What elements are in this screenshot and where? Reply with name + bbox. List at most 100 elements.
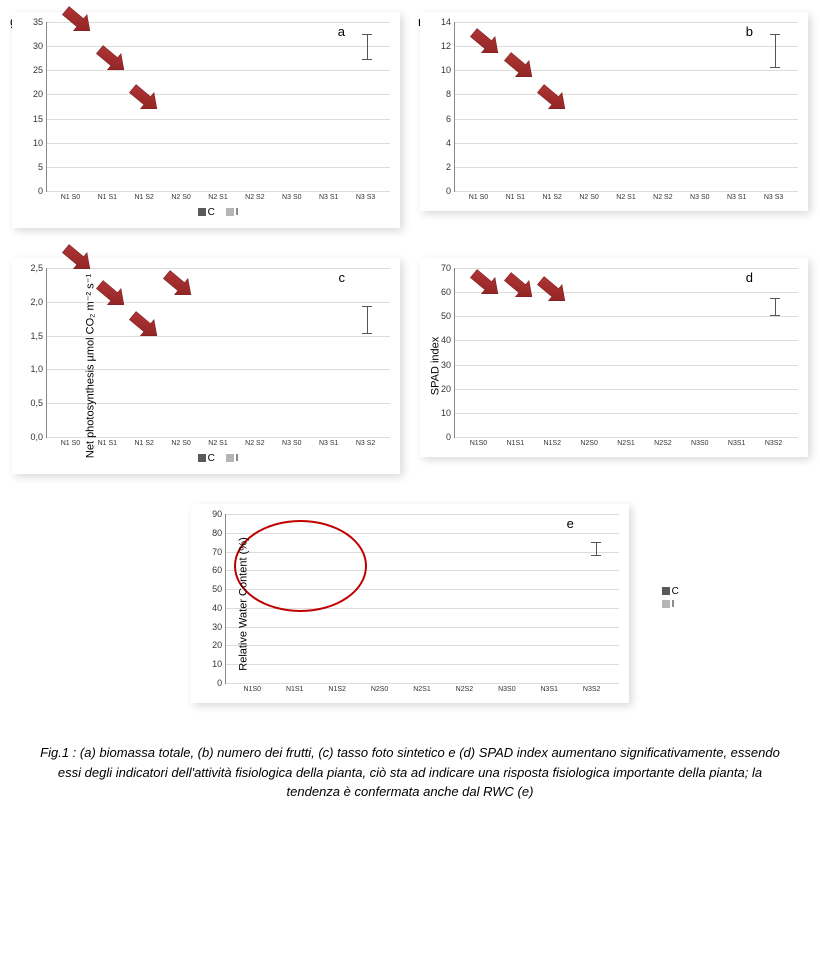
y-axis-title: Relative Water Content (%) (238, 537, 250, 670)
x-label: N2S2 (644, 440, 681, 447)
y-tick: 90 (212, 509, 226, 519)
x-label: N2S0 (571, 440, 608, 447)
y-tick: 14 (441, 17, 455, 27)
x-label: N1 S2 (534, 194, 571, 201)
x-label: N1S2 (316, 686, 358, 693)
x-axis-labels: N1S0N1S1N1S2N2S0N2S1N2S2N3S0N3S1N3S2 (225, 686, 619, 693)
x-axis-labels: N1 S0N1 S1N1 S2N2 S0N2 S1N2 S2N3 S0N3 S1… (454, 194, 798, 201)
x-label: N2 S1 (608, 194, 645, 201)
error-bar (591, 542, 601, 556)
chart-panel-d: d010203040506070 (420, 258, 808, 474)
error-bar (362, 34, 372, 60)
y-tick: 2,0 (30, 297, 47, 307)
y-tick: 60 (212, 565, 226, 575)
legend-item-i: I (662, 599, 679, 610)
x-label: N2 S2 (236, 440, 273, 447)
x-label: N2S1 (401, 686, 443, 693)
y-tick: 6 (446, 114, 455, 124)
figure-caption: Fig.1 : (a) biomassa totale, (b) numero … (12, 743, 808, 802)
y-tick: 30 (441, 360, 455, 370)
bottom-row: e0102030405060708090 (12, 504, 808, 703)
x-label: N1S0 (231, 686, 273, 693)
x-label: N2 S0 (571, 194, 608, 201)
y-tick: 4 (446, 138, 455, 148)
y-tick: 70 (212, 547, 226, 557)
y-tick: 15 (33, 114, 47, 124)
x-label: N2 S1 (200, 440, 237, 447)
chart-panel-c: c0,00,51,01,52,02,5 (12, 258, 400, 474)
plot-area: 05101520253035 (46, 22, 390, 192)
chart-box: c0,00,51,01,52,02,5 (12, 258, 400, 474)
x-label: N1 S1 (89, 194, 126, 201)
x-label: N2 S0 (163, 440, 200, 447)
x-label: N1S1 (497, 440, 534, 447)
error-bar (770, 298, 780, 316)
x-label: N2S0 (358, 686, 400, 693)
y-tick: 40 (212, 603, 226, 613)
y-tick: 20 (33, 89, 47, 99)
x-axis-labels: N1 S0N1 S1N1 S2N2 S0N2 S1N2 S2N3 S0N3 S1… (46, 194, 390, 201)
y-tick: 30 (33, 41, 47, 51)
y-tick: 1,0 (30, 364, 47, 374)
legend-item-c: C (198, 453, 215, 464)
y-tick: 0 (446, 432, 455, 442)
x-label: N3 S2 (347, 440, 384, 447)
plot-area: 0102030405060708090 (225, 514, 619, 684)
y-tick: 0 (217, 678, 226, 688)
y-tick: 8 (446, 89, 455, 99)
y-axis-title: Net photosynthesis µmol CO₂ m⁻² s⁻¹ (84, 274, 97, 458)
x-label: N3 S3 (347, 194, 384, 201)
x-label: N3S0 (681, 440, 718, 447)
x-axis-labels: N1S0N1S1N1S2N2S0N2S1N2S2N3S0N3S1N3S2 (454, 440, 798, 447)
y-tick: 50 (212, 584, 226, 594)
y-tick: 1,5 (30, 331, 47, 341)
x-label: N3 S0 (273, 194, 310, 201)
x-label: N3S2 (755, 440, 792, 447)
y-tick: 35 (33, 17, 47, 27)
x-label: N3S1 (528, 686, 570, 693)
x-label: N1S1 (274, 686, 316, 693)
x-axis-labels: N1 S0N1 S1N1 S2N2 S0N2 S1N2 S2N3 S0N3 S1… (46, 440, 390, 447)
bars (232, 514, 613, 683)
x-label: N1 S0 (460, 194, 497, 201)
y-tick: 10 (212, 659, 226, 669)
chart-box: e0102030405060708090 (191, 504, 629, 703)
y-tick: 5 (38, 162, 47, 172)
bars (461, 22, 792, 191)
y-tick: 12 (441, 41, 455, 51)
bars (461, 268, 792, 437)
x-label: N2 S1 (200, 194, 237, 201)
legend: C I (46, 207, 390, 218)
y-tick: 40 (441, 335, 455, 345)
legend-item-i: I (226, 207, 239, 218)
chart-box: d010203040506070 (420, 258, 808, 457)
x-label: N3 S1 (718, 194, 755, 201)
x-label: N3 S0 (681, 194, 718, 201)
x-label: N2 S0 (163, 194, 200, 201)
plot-area: 010203040506070 (454, 268, 798, 438)
x-label: N2 S2 (236, 194, 273, 201)
y-tick: 0 (446, 186, 455, 196)
x-label: N1S2 (534, 440, 571, 447)
legend-item-i: I (226, 453, 239, 464)
y-tick: 0,0 (30, 432, 47, 442)
x-label: N2 S2 (644, 194, 681, 201)
y-tick: 0,5 (30, 398, 47, 408)
error-bar (362, 306, 372, 334)
x-label: N3 S1 (310, 194, 347, 201)
y-tick: 50 (441, 311, 455, 321)
y-tick: 60 (441, 287, 455, 297)
y-tick: 80 (212, 528, 226, 538)
x-label: N3S1 (718, 440, 755, 447)
plot-area: 02468101214 (454, 22, 798, 192)
x-label: N1 S2 (126, 440, 163, 447)
x-label: N3 S1 (310, 440, 347, 447)
error-bar (770, 34, 780, 68)
bars (53, 268, 384, 437)
x-label: N2S1 (608, 440, 645, 447)
legend-item-c: C (662, 586, 679, 597)
chart-panel-b: nb02468101214 (420, 12, 808, 228)
charts-grid: ga05101520253035 (12, 12, 808, 474)
bars (53, 22, 384, 191)
y-tick: 10 (441, 408, 455, 418)
